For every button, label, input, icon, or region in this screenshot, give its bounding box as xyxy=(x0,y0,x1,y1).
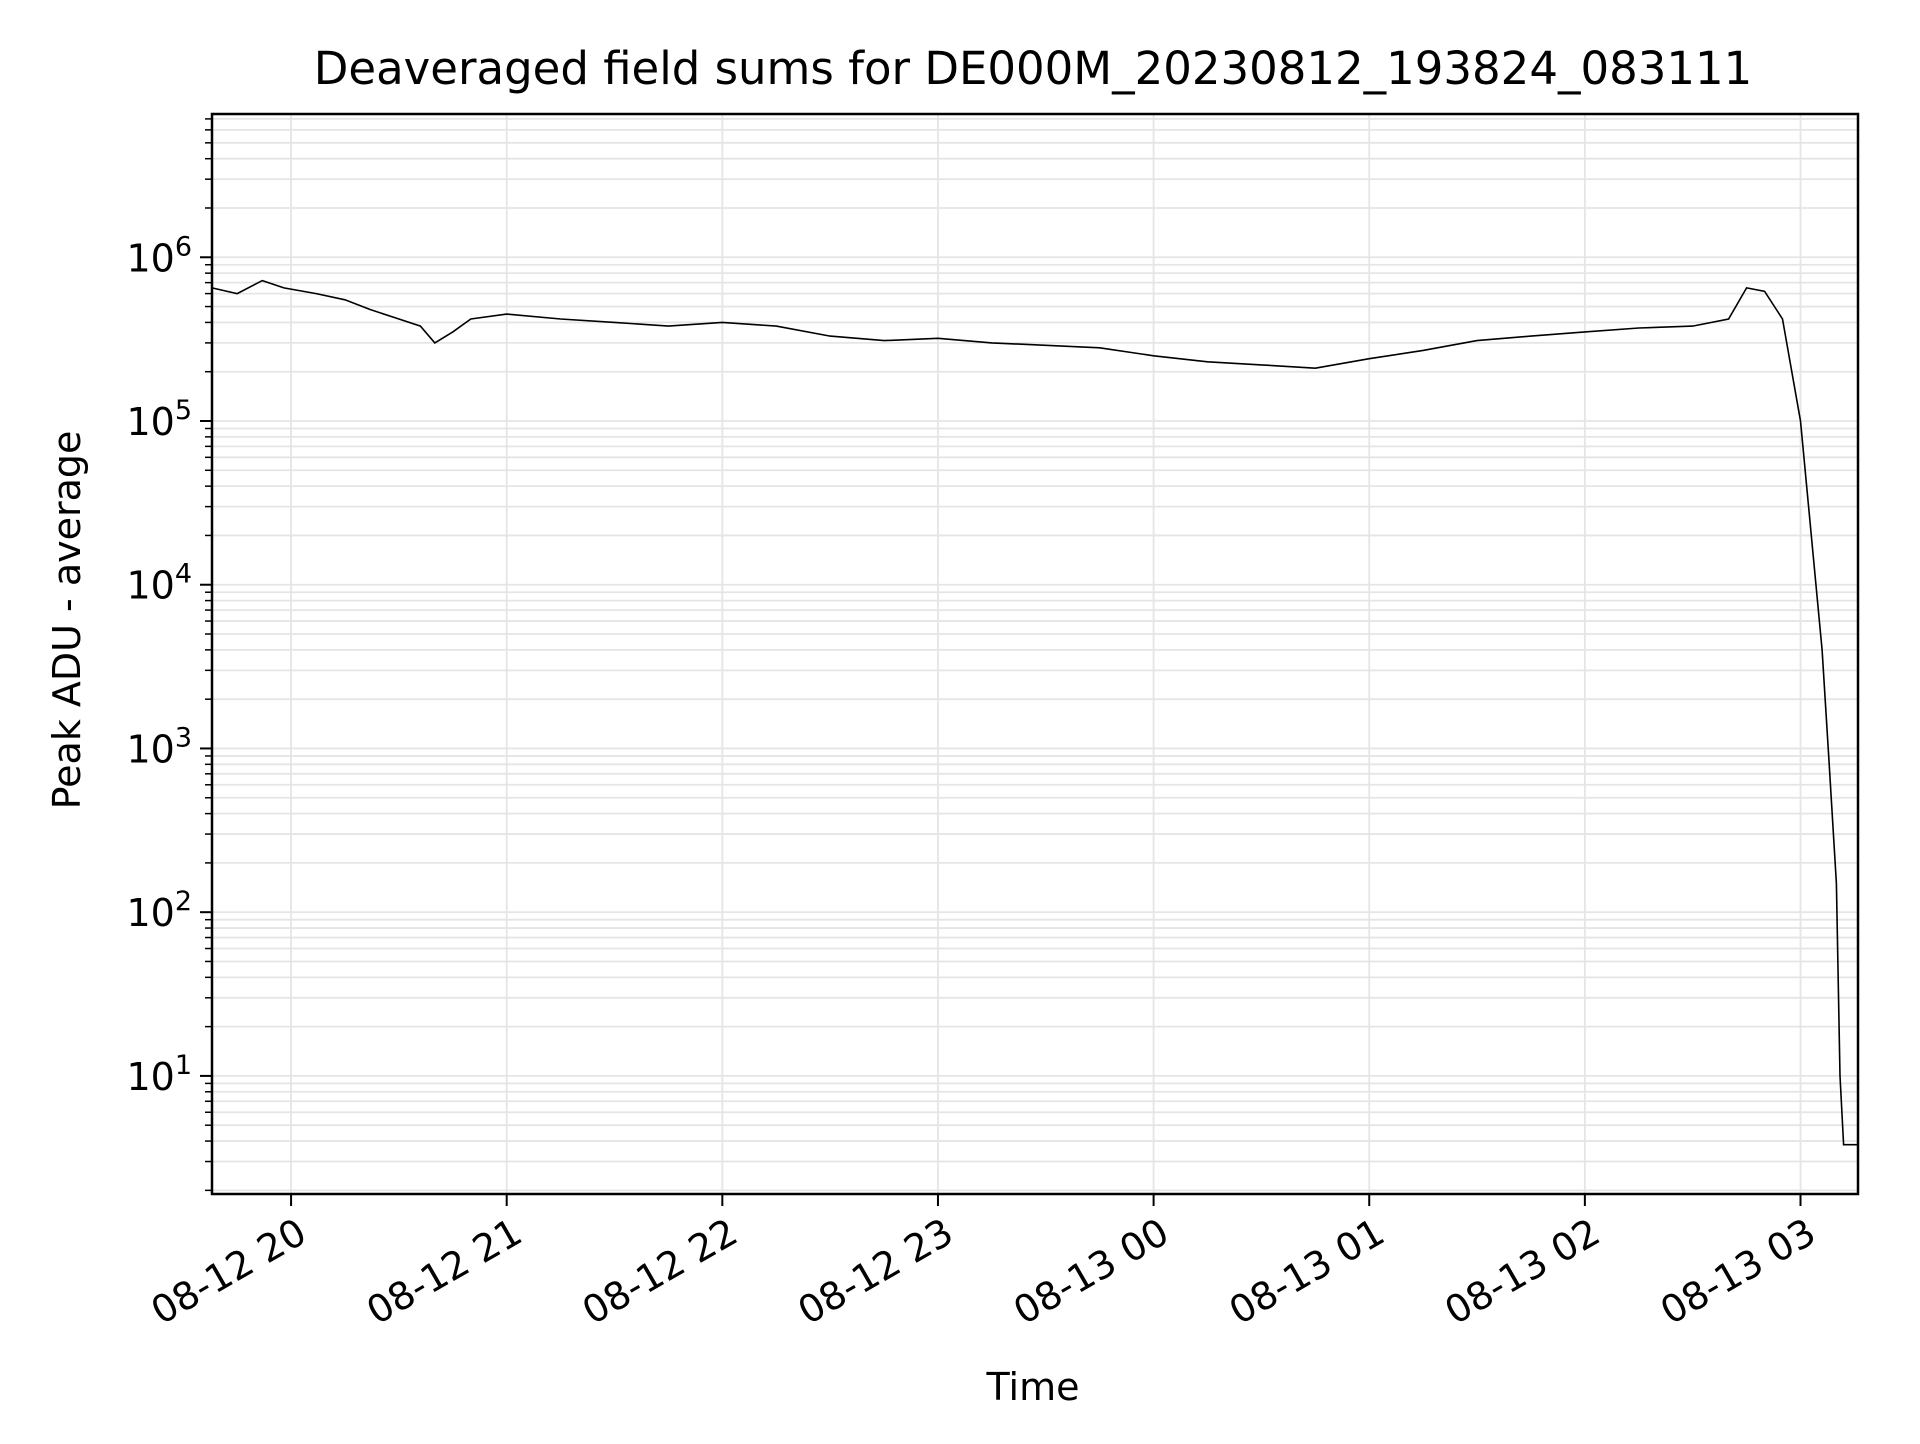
y-tick-label: 101 xyxy=(126,1050,192,1099)
y-axis-label: Peak ADU - average xyxy=(45,431,89,810)
y-tick-label: 105 xyxy=(126,395,192,444)
y-tick-label: 104 xyxy=(126,559,192,608)
x-tick-label: 08-12 21 xyxy=(359,1210,529,1334)
x-axis: 08-12 20 08-12 21 08-12 22 08-12 23 08-13 00… xyxy=(144,1194,1823,1333)
x-tick-label: 08-13 00 xyxy=(1006,1210,1176,1334)
plot-frame xyxy=(210,112,1860,1196)
x-tick-label: 08-13 03 xyxy=(1653,1210,1823,1334)
chart-title: Deaveraged field sums for DE000M_2023081… xyxy=(314,42,1752,95)
x-tick-label: 08-13 01 xyxy=(1222,1210,1392,1334)
grid-lines xyxy=(212,114,1858,1194)
x-tick-label: 08-12 23 xyxy=(790,1210,960,1334)
x-tick-label: 08-12 22 xyxy=(575,1210,745,1334)
series-group xyxy=(211,279,1858,1146)
x-axis-label: Time xyxy=(986,1365,1080,1409)
x-tick-label: 08-13 02 xyxy=(1437,1210,1607,1334)
y-tick-label: 106 xyxy=(126,231,192,280)
y-axis: 101 102 103 104 105 106 xyxy=(126,118,212,1192)
y-tick-label: 102 xyxy=(126,886,192,935)
y-tick-label: 103 xyxy=(126,722,192,771)
series-line-0 xyxy=(211,279,1858,1146)
x-tick-label: 08-12 20 xyxy=(144,1210,314,1334)
